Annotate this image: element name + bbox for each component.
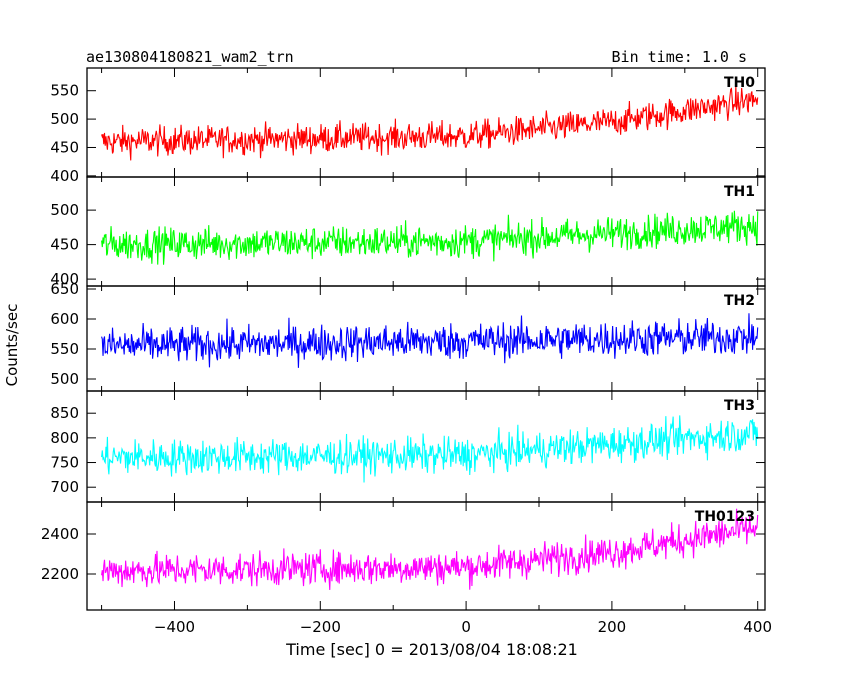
y-tick-label: 500: [50, 370, 79, 388]
panel-label: TH0123: [695, 509, 755, 525]
panel-label: TH1: [724, 184, 755, 200]
y-tick-label: 700: [50, 478, 79, 496]
y-tick-label: 800: [50, 429, 79, 447]
series-line-th1: [101, 210, 759, 265]
x-tick-label: 0: [461, 618, 471, 636]
x-tick-label: −400: [154, 618, 195, 636]
panels-group: 400 450 500 550 TH0 400 450 500 TH1 500 550 600 650 T…: [41, 67, 772, 636]
y-tick-label: 450: [50, 236, 79, 254]
x-axis-label: Time [sec] 0 = 2013/08/04 18:08:21: [285, 640, 578, 659]
x-tick-label: −200: [300, 618, 341, 636]
y-tick-label: 500: [50, 201, 79, 219]
observation-id-title: ae130804180821_wam2_trn: [86, 48, 294, 66]
y-tick-label: 550: [50, 340, 79, 358]
y-tick-label: 750: [50, 454, 79, 472]
y-tick-label: 2400: [41, 525, 79, 543]
series-line-th0123: [101, 508, 759, 590]
y-tick-label: 650: [50, 280, 79, 298]
panel-label: TH0: [724, 75, 755, 91]
panel-frame: [86, 501, 766, 611]
series-line-th0: [101, 85, 759, 161]
bin-time-label: Bin time: 1.0 s: [612, 48, 747, 66]
y-tick-label: 850: [50, 404, 79, 422]
y-tick-label: 600: [50, 310, 79, 328]
y-tick-label: 450: [50, 138, 79, 156]
panel-th0: 400 450 500 550 TH0: [50, 67, 766, 185]
panel-th0123: 2200 2400 TH0123: [41, 501, 766, 611]
panel-label: TH2: [724, 293, 755, 309]
y-tick-label: 2200: [41, 565, 79, 583]
panel-th2: 500 550 600 650 TH2: [50, 280, 766, 392]
y-tick-label: 550: [50, 82, 79, 100]
y-tick-label: 500: [50, 110, 79, 128]
panel-th1: 400 450 500 TH1: [50, 176, 766, 288]
y-tick-label: 400: [50, 270, 79, 288]
y-tick-label: 400: [50, 167, 79, 185]
panel-label: TH3: [724, 398, 755, 414]
series-line-th3: [101, 415, 759, 483]
panel-th3: 700 750 800 850 TH3: [50, 390, 766, 503]
x-tick-label: 200: [598, 618, 627, 636]
y-axis-label: Counts/sec: [3, 304, 21, 387]
x-tick-label: 400: [743, 618, 772, 636]
series-line-th2: [101, 313, 759, 368]
panel-frame: [86, 67, 766, 178]
